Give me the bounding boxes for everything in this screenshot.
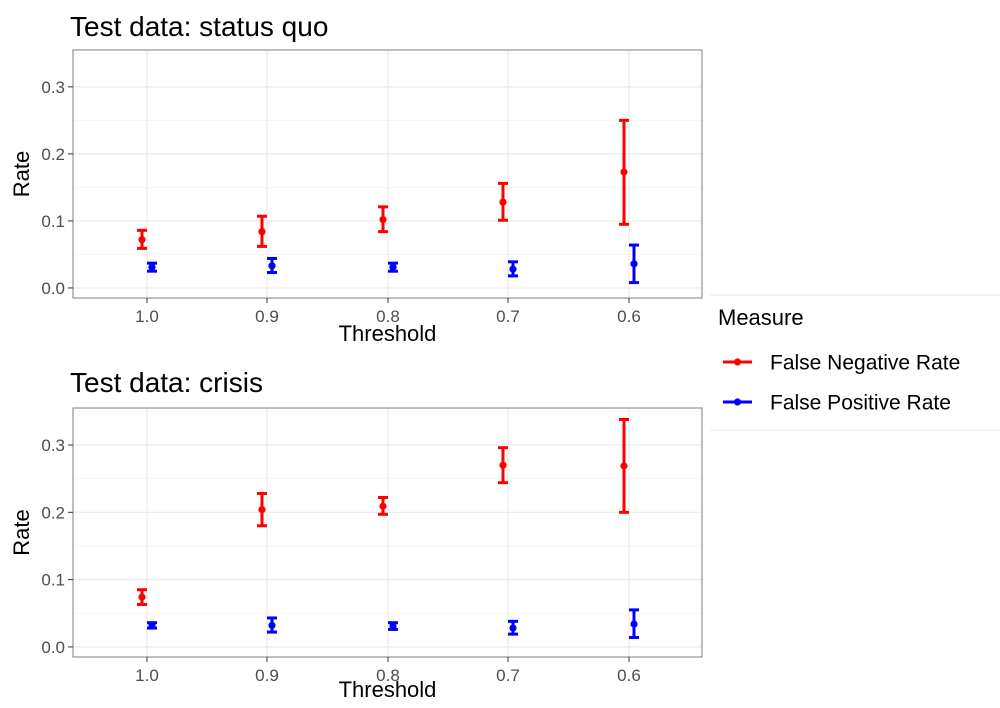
chart-title: Test data: status quo xyxy=(70,11,328,42)
data-point xyxy=(379,215,387,224)
legend-title: Measure xyxy=(718,305,804,330)
y-tick-label: 0.1 xyxy=(41,571,65,590)
x-axis-title: Threshold xyxy=(339,321,437,346)
data-point xyxy=(630,620,638,628)
data-point xyxy=(630,260,638,268)
data-point xyxy=(499,461,507,469)
data-point xyxy=(148,621,156,629)
data-point xyxy=(148,263,156,271)
legend-label-false-negative-rate: False Negative Rate xyxy=(770,352,960,375)
data-point xyxy=(389,263,397,271)
data-point xyxy=(268,621,276,629)
series-false-positive-rate xyxy=(147,608,639,639)
data-point xyxy=(509,624,517,632)
x-tick-label: 0.7 xyxy=(496,307,520,326)
y-axis-title: Rate xyxy=(9,509,34,555)
data-point xyxy=(620,168,628,176)
legend: Measure False Negative Rate False Positi… xyxy=(710,294,1000,431)
chart-panel-1: 0.0 0.1 0.2 0.3 1.0 0.9 0.8 0.7 0.6 Test data: st… xyxy=(9,11,703,346)
y-tick-label: 0.0 xyxy=(41,279,65,298)
x-tick-label: 0.6 xyxy=(617,307,641,326)
data-point xyxy=(138,236,146,244)
x-tick-label: 0.9 xyxy=(255,307,279,326)
legend-key-point-false-positive-rate xyxy=(733,398,742,406)
x-axis-title: Threshold xyxy=(339,677,437,702)
chart-panel-2: 0.0 0.1 0.2 0.3 1.0 0.9 0.8 0.7 0.6 Test data: cr… xyxy=(9,367,703,702)
x-tick-label: 0.8 xyxy=(376,666,400,685)
y-tick-label: 0.2 xyxy=(41,145,65,164)
data-point xyxy=(138,593,146,601)
x-tick-label: 1.0 xyxy=(135,307,159,326)
data-point xyxy=(268,262,276,270)
data-point xyxy=(379,502,387,510)
data-point xyxy=(620,462,628,470)
data-point xyxy=(258,228,266,236)
series-false-positive-rate xyxy=(147,243,639,285)
chart-title: Test data: crisis xyxy=(70,367,263,398)
legend-item-false-negative-rate: False Negative Rate xyxy=(723,352,960,375)
series-false-negative-rate xyxy=(137,118,629,250)
x-tick-label: 0.6 xyxy=(617,666,641,685)
x-tick-label: 0.8 xyxy=(376,307,400,326)
x-tick-label: 0.7 xyxy=(496,666,520,685)
y-tick-label: 0.3 xyxy=(41,78,65,97)
legend-label-false-positive-rate: False Positive Rate xyxy=(770,392,951,415)
y-tick-label: 0.1 xyxy=(41,212,65,231)
legend-item-false-positive-rate: False Positive Rate xyxy=(723,392,951,415)
data-point xyxy=(509,265,517,273)
data-point xyxy=(499,198,507,206)
series-false-negative-rate xyxy=(137,417,629,607)
data-point xyxy=(389,622,397,630)
y-tick-label: 0.2 xyxy=(41,503,65,522)
y-axis-title: Rate xyxy=(9,151,34,197)
x-tick-label: 1.0 xyxy=(135,666,159,685)
y-tick-label: 0.0 xyxy=(41,638,65,657)
data-point xyxy=(258,506,266,514)
x-tick-label: 0.9 xyxy=(255,666,279,685)
y-tick-label: 0.3 xyxy=(41,436,65,455)
legend-key-point-false-negative-rate xyxy=(733,358,742,366)
